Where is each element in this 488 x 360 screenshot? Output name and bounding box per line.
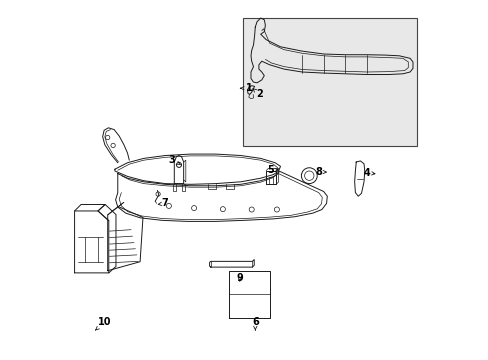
Text: 2: 2 [252,89,262,99]
Text: 9: 9 [236,273,243,283]
Text: 8: 8 [315,167,325,177]
Text: 1: 1 [240,83,252,93]
Bar [242,18,416,146]
Text: 4: 4 [363,168,374,178]
Text: 6: 6 [251,317,258,330]
Text: 7: 7 [158,198,168,208]
Text: 5: 5 [266,165,278,175]
Text: 10: 10 [95,317,111,330]
Text: 3: 3 [168,155,180,165]
